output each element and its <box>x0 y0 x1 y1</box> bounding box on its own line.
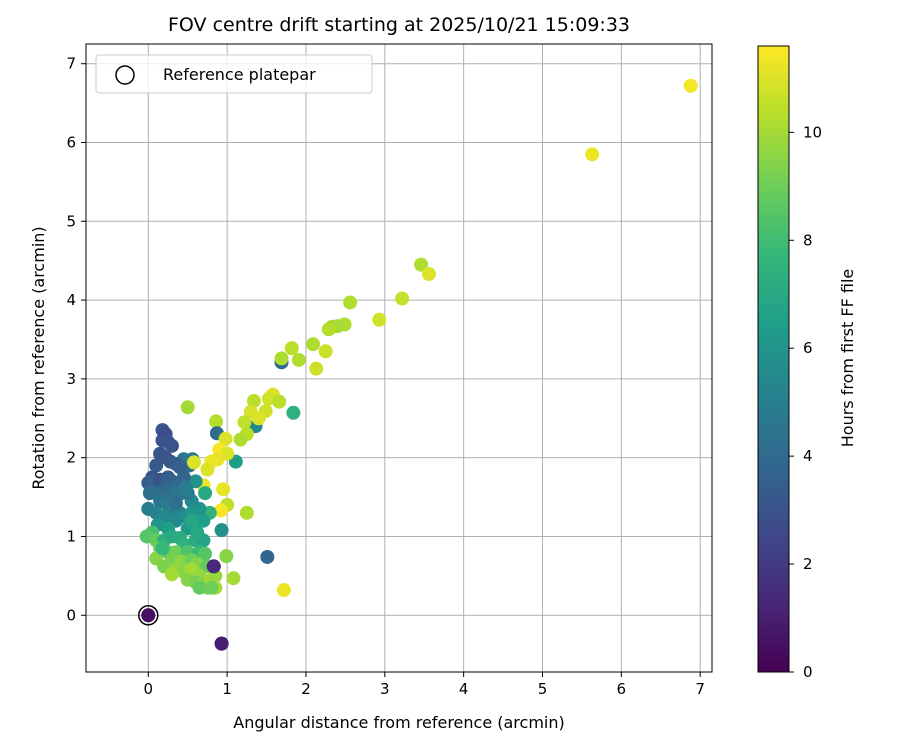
data-point <box>421 267 436 282</box>
data-point <box>585 147 600 162</box>
data-point <box>286 405 301 420</box>
data-point <box>260 549 275 564</box>
x-axis-label: Angular distance from reference (arcmin) <box>233 713 564 732</box>
data-point <box>321 322 336 337</box>
x-tick-label: 1 <box>222 680 232 698</box>
plot-frame <box>85 43 713 673</box>
data-point <box>204 580 219 595</box>
y-tick-label: 5 <box>66 212 76 230</box>
data-point <box>142 486 157 501</box>
colorbar-tick-label: 0 <box>803 663 813 681</box>
data-point <box>198 546 213 561</box>
data-points <box>138 78 698 651</box>
data-point <box>276 583 291 598</box>
data-point <box>164 438 179 453</box>
legend-box <box>95 54 373 94</box>
data-point <box>190 525 205 540</box>
data-point <box>213 503 228 518</box>
chart-title: FOV centre drift starting at 2025/10/21 … <box>168 14 630 36</box>
y-tick-label: 6 <box>66 133 76 151</box>
y-tick-label: 3 <box>66 370 76 388</box>
data-point <box>214 636 229 651</box>
data-point <box>209 414 224 429</box>
legend: Reference platepar <box>95 54 373 94</box>
reference-point <box>141 608 156 623</box>
data-point <box>318 344 333 359</box>
data-point <box>214 523 229 538</box>
data-point <box>251 411 266 426</box>
colorbar-tick-label: 6 <box>803 339 813 357</box>
data-point <box>216 482 231 497</box>
colorbar: 0 2 4 6 8 10 Hours from first FF file <box>757 45 857 681</box>
y-axis-label: Rotation from reference (arcmin) <box>29 226 48 489</box>
y-tick-label: 4 <box>66 291 76 309</box>
x-tick-label: 7 <box>695 680 705 698</box>
data-point <box>291 352 306 367</box>
x-tick-label: 5 <box>538 680 548 698</box>
data-point <box>180 400 195 415</box>
colorbar-tick-label: 8 <box>803 231 813 249</box>
data-point <box>168 496 183 511</box>
data-point <box>246 393 261 408</box>
x-tick-label: 3 <box>380 680 390 698</box>
colorbar-label: Hours from first FF file <box>838 269 857 448</box>
y-tick-label: 7 <box>66 55 76 73</box>
colorbar-tick-label: 10 <box>803 123 822 141</box>
data-point <box>184 513 199 528</box>
data-point <box>179 480 194 495</box>
data-point <box>414 257 429 272</box>
x-axis-ticks: 0 1 2 3 4 5 6 7 <box>144 672 705 698</box>
grid-lines <box>86 44 712 672</box>
data-point <box>187 455 202 470</box>
colorbar-tick-label: 2 <box>803 555 813 573</box>
data-point <box>233 432 248 447</box>
x-tick-label: 6 <box>617 680 627 698</box>
data-point <box>272 394 287 409</box>
y-tick-label: 0 <box>66 606 76 624</box>
data-point <box>192 580 207 595</box>
data-point <box>237 415 252 430</box>
y-tick-label: 1 <box>66 527 76 545</box>
data-point <box>395 291 410 306</box>
data-point <box>683 78 698 93</box>
data-point <box>218 431 233 446</box>
data-point <box>372 312 387 327</box>
data-point <box>206 559 221 574</box>
data-point <box>284 341 299 356</box>
data-point <box>155 541 170 556</box>
data-point <box>164 567 179 582</box>
x-tick-label: 0 <box>144 680 154 698</box>
colorbar-ticks: 0 2 4 6 8 10 <box>789 123 822 681</box>
data-point <box>274 351 289 366</box>
colorbar-gradient <box>757 45 790 673</box>
reference-platepar-marker <box>138 605 159 626</box>
data-point <box>306 337 321 352</box>
y-axis-ticks: 0 1 2 3 4 5 6 7 <box>66 55 86 624</box>
data-point <box>149 458 164 473</box>
x-tick-label: 4 <box>459 680 469 698</box>
data-point <box>198 486 213 501</box>
y-tick-label: 2 <box>66 449 76 467</box>
legend-marker-icon <box>115 65 135 85</box>
data-point <box>239 505 254 520</box>
colorbar-tick-label: 4 <box>803 447 813 465</box>
x-tick-label: 2 <box>301 680 311 698</box>
data-point <box>200 462 215 477</box>
legend-label: Reference platepar <box>163 65 316 84</box>
data-point <box>226 571 241 586</box>
data-point <box>343 295 358 310</box>
data-point <box>309 361 324 376</box>
data-point <box>219 549 234 564</box>
